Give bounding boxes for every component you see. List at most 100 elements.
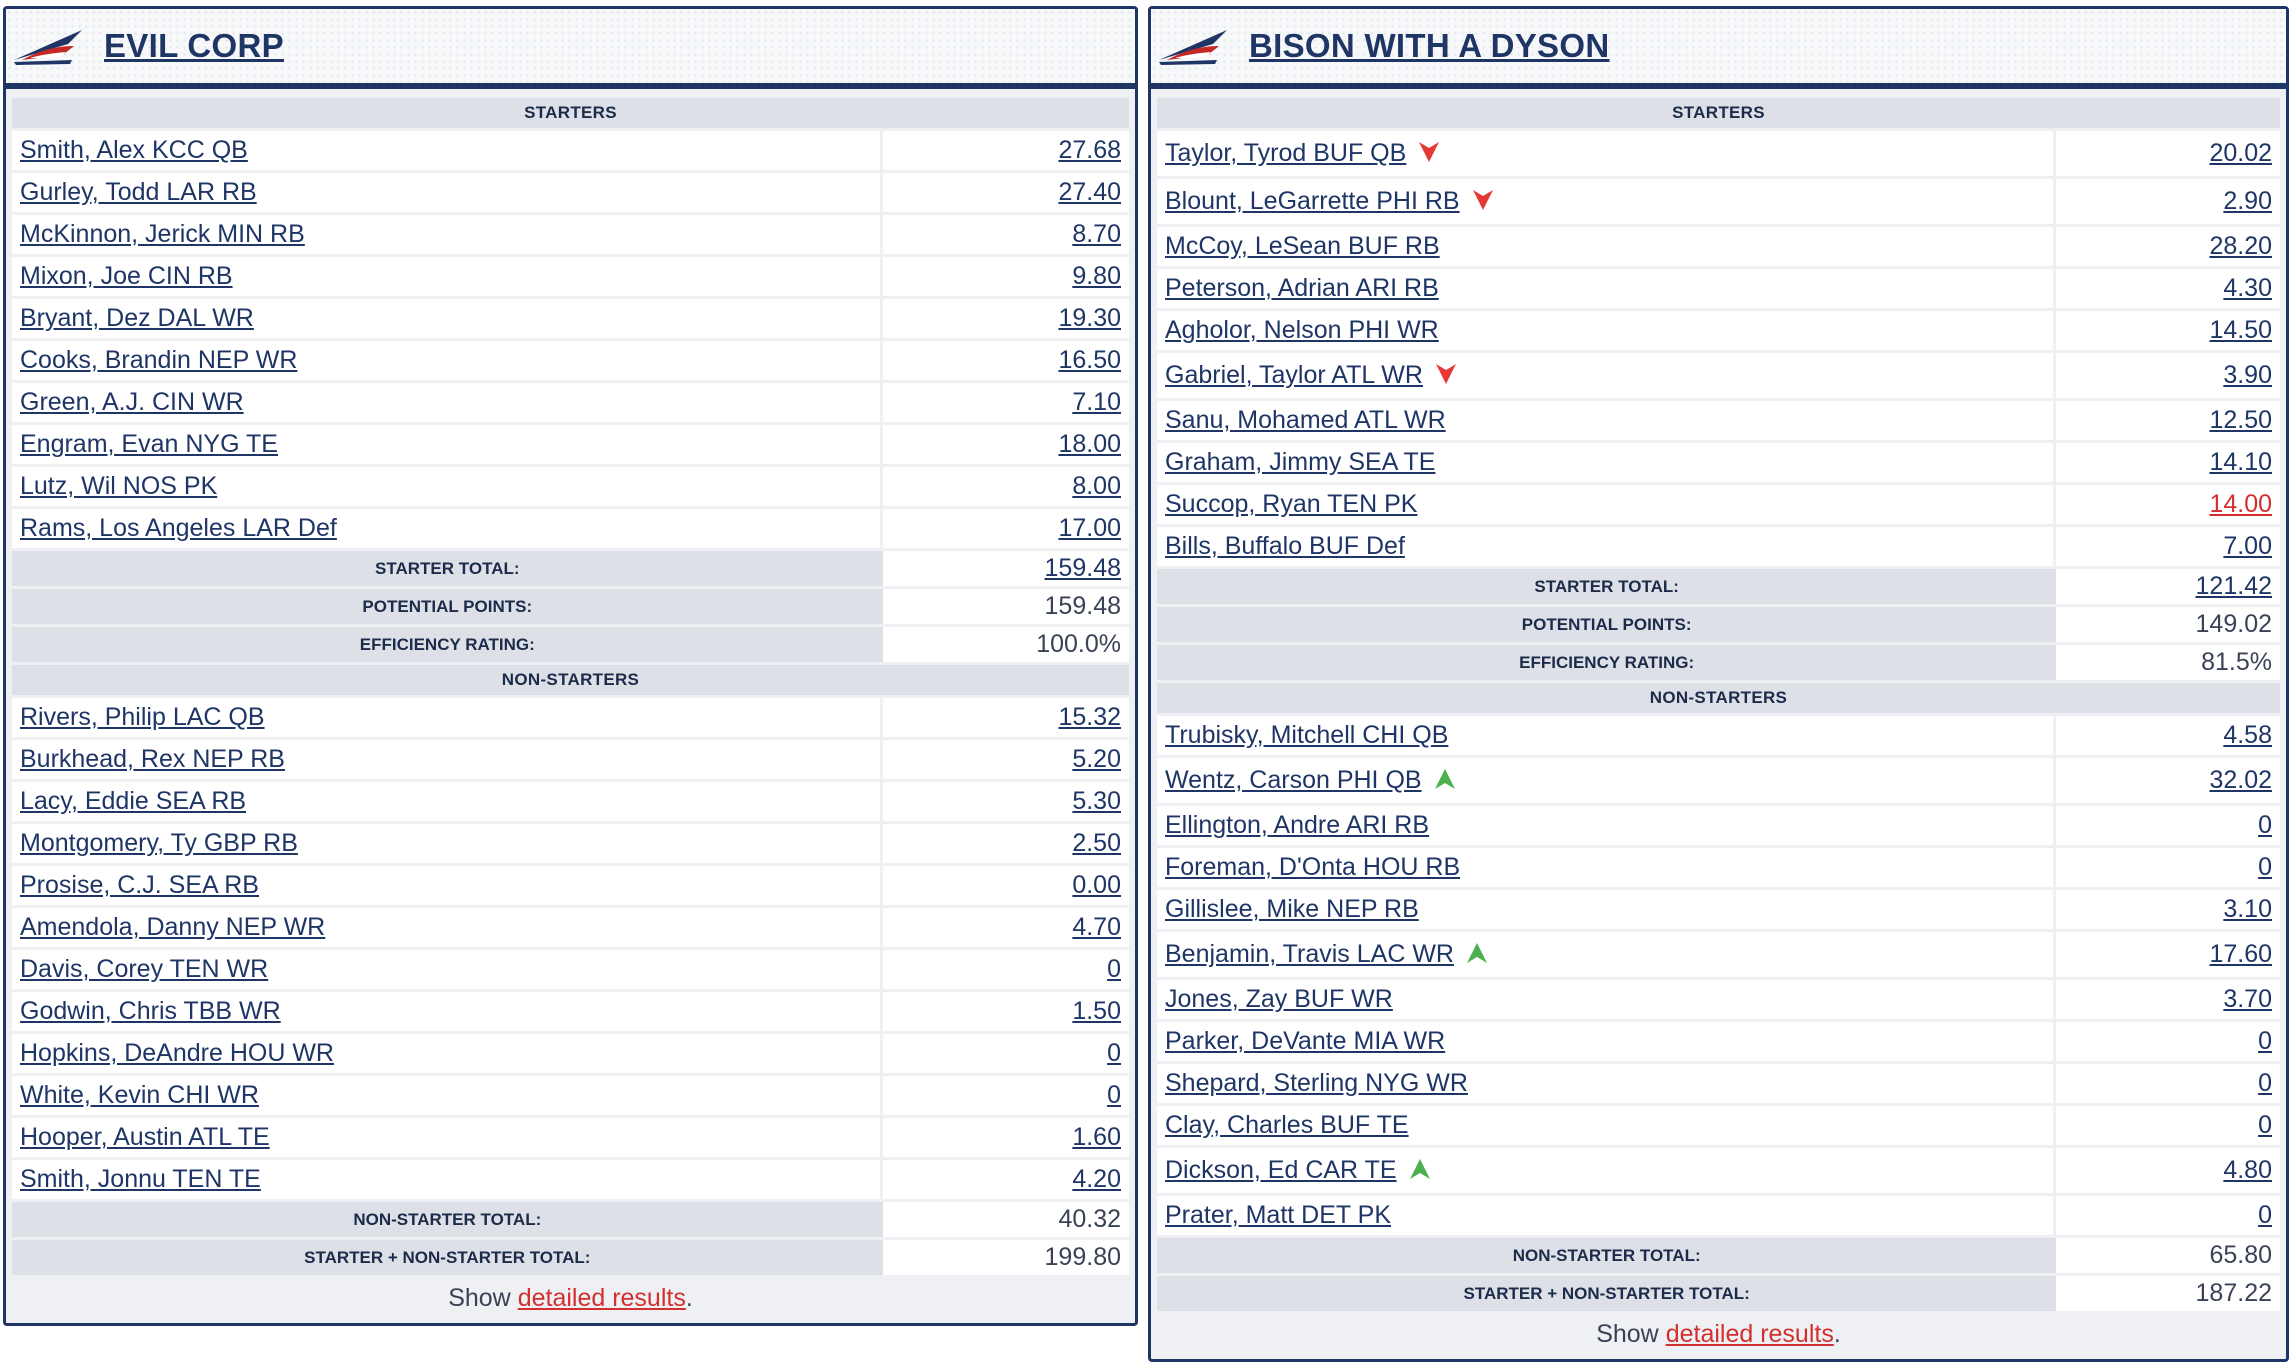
player-name-link[interactable]: Lutz, Wil NOS PK bbox=[20, 472, 218, 500]
player-name-link[interactable]: Foreman, D'Onta HOU RB bbox=[1165, 853, 1461, 881]
player-row: Benjamin, Travis LAC WR 17.60 bbox=[1157, 932, 2280, 977]
player-points-link[interactable]: 0 bbox=[2258, 811, 2272, 839]
player-name-link[interactable]: Gurley, Todd LAR RB bbox=[20, 178, 257, 206]
player-name-link[interactable]: Trubisky, Mitchell CHI QB bbox=[1165, 721, 1449, 749]
player-name-link[interactable]: Blount, LeGarrette PHI RB bbox=[1165, 187, 1460, 215]
player-points-link[interactable]: 0 bbox=[2258, 1111, 2272, 1139]
player-points-link[interactable]: 19.30 bbox=[1058, 304, 1121, 332]
starter-total-value[interactable]: 159.48 bbox=[1044, 554, 1121, 582]
team-name-link[interactable]: EVIL CORP bbox=[104, 27, 284, 64]
player-points-link[interactable]: 0 bbox=[1107, 1039, 1121, 1067]
player-name-link[interactable]: Burkhead, Rex NEP RB bbox=[20, 745, 285, 773]
player-points-link[interactable]: 3.70 bbox=[2223, 985, 2272, 1013]
player-name-link[interactable]: McKinnon, Jerick MIN RB bbox=[20, 220, 305, 248]
player-points-link[interactable]: 4.58 bbox=[2223, 721, 2272, 749]
player-name-link[interactable]: Green, A.J. CIN WR bbox=[20, 388, 244, 416]
team-name-link[interactable]: BISON WITH A DYSON bbox=[1249, 27, 1610, 64]
starter-total-value[interactable]: 121.42 bbox=[2195, 572, 2272, 600]
player-points-link[interactable]: 3.90 bbox=[2223, 361, 2272, 389]
player-points-link[interactable]: 27.68 bbox=[1058, 136, 1121, 164]
player-points-link[interactable]: 7.10 bbox=[1072, 388, 1121, 416]
player-name-link[interactable]: Smith, Jonnu TEN TE bbox=[20, 1165, 261, 1193]
player-name-link[interactable]: Sanu, Mohamed ATL WR bbox=[1165, 406, 1446, 434]
player-points-link[interactable]: 0 bbox=[2258, 1027, 2272, 1055]
player-name-link[interactable]: Montgomery, Ty GBP RB bbox=[20, 829, 298, 857]
player-name-link[interactable]: Prosise, C.J. SEA RB bbox=[20, 871, 259, 899]
player-name-link[interactable]: Rams, Los Angeles LAR Def bbox=[20, 514, 337, 542]
player-points-link[interactable]: 18.00 bbox=[1058, 430, 1121, 458]
player-points-link[interactable]: 14.10 bbox=[2209, 448, 2272, 476]
player-name-link[interactable]: Jones, Zay BUF WR bbox=[1165, 985, 1393, 1013]
player-row: Ellington, Andre ARI RB 0 bbox=[1157, 806, 2280, 845]
player-name-link[interactable]: Peterson, Adrian ARI RB bbox=[1165, 274, 1439, 302]
player-points-link[interactable]: 17.60 bbox=[2209, 940, 2272, 968]
player-points-link[interactable]: 7.00 bbox=[2223, 532, 2272, 560]
player-row: Smith, Jonnu TEN TE 4.20 bbox=[12, 1160, 1129, 1199]
player-name-link[interactable]: Wentz, Carson PHI QB bbox=[1165, 766, 1422, 794]
player-name-link[interactable]: Prater, Matt DET PK bbox=[1165, 1201, 1392, 1229]
player-name-link[interactable]: Smith, Alex KCC QB bbox=[20, 136, 248, 164]
player-points-link[interactable]: 0 bbox=[2258, 1069, 2272, 1097]
player-points-link[interactable]: 4.20 bbox=[1072, 1165, 1121, 1193]
player-points-link[interactable]: 15.32 bbox=[1058, 703, 1121, 731]
player-name-link[interactable]: Gabriel, Taylor ATL WR bbox=[1165, 361, 1423, 389]
player-name-link[interactable]: Parker, DeVante MIA WR bbox=[1165, 1027, 1446, 1055]
team-logo-icon bbox=[14, 30, 82, 65]
player-points-link[interactable]: 14.50 bbox=[2209, 316, 2272, 344]
player-name-link[interactable]: Benjamin, Travis LAC WR bbox=[1165, 940, 1454, 968]
player-name-link[interactable]: Engram, Evan NYG TE bbox=[20, 430, 278, 458]
player-name-link[interactable]: White, Kevin CHI WR bbox=[20, 1081, 259, 1109]
player-points-link[interactable]: 0 bbox=[1107, 955, 1121, 983]
player-points-link[interactable]: 14.00 bbox=[2209, 490, 2272, 518]
grand-total-label: STARTER + NON-STARTER TOTAL: bbox=[1157, 1276, 2057, 1311]
player-points-link[interactable]: 32.02 bbox=[2209, 766, 2272, 794]
player-points-link[interactable]: 2.50 bbox=[1072, 829, 1121, 857]
player-name-link[interactable]: Graham, Jimmy SEA TE bbox=[1165, 448, 1436, 476]
player-name-link[interactable]: Rivers, Philip LAC QB bbox=[20, 703, 265, 731]
player-points-link[interactable]: 0 bbox=[2258, 853, 2272, 881]
player-points-link[interactable]: 0 bbox=[2258, 1201, 2272, 1229]
player-name-link[interactable]: Davis, Corey TEN WR bbox=[20, 955, 269, 983]
player-name-link[interactable]: Lacy, Eddie SEA RB bbox=[20, 787, 247, 815]
player-points-link[interactable]: 12.50 bbox=[2209, 406, 2272, 434]
player-name-link[interactable]: Bills, Buffalo BUF Def bbox=[1165, 532, 1405, 560]
player-name-link[interactable]: Succop, Ryan TEN PK bbox=[1165, 490, 1418, 518]
player-name-link[interactable]: Hopkins, DeAndre HOU WR bbox=[20, 1039, 334, 1067]
player-points-link[interactable]: 8.70 bbox=[1072, 220, 1121, 248]
player-name-link[interactable]: Mixon, Joe CIN RB bbox=[20, 262, 233, 290]
player-points-link[interactable]: 4.80 bbox=[2223, 1156, 2272, 1184]
player-name-link[interactable]: Taylor, Tyrod BUF QB bbox=[1165, 139, 1407, 167]
player-name-link[interactable]: Gillislee, Mike NEP RB bbox=[1165, 895, 1419, 923]
player-points-link[interactable]: 5.20 bbox=[1072, 745, 1121, 773]
player-points-link[interactable]: 1.50 bbox=[1072, 997, 1121, 1025]
team-logo-icon bbox=[1159, 30, 1227, 65]
player-name-link[interactable]: Bryant, Dez DAL WR bbox=[20, 304, 254, 332]
player-name-link[interactable]: Clay, Charles BUF TE bbox=[1165, 1111, 1409, 1139]
player-points-link[interactable]: 28.20 bbox=[2209, 232, 2272, 260]
player-points-link[interactable]: 4.70 bbox=[1072, 913, 1121, 941]
player-points-link[interactable]: 1.60 bbox=[1072, 1123, 1121, 1151]
detailed-results-link[interactable]: detailed results bbox=[1665, 1320, 1834, 1348]
player-name-link[interactable]: Ellington, Andre ARI RB bbox=[1165, 811, 1430, 839]
player-name-link[interactable]: Godwin, Chris TBB WR bbox=[20, 997, 281, 1025]
player-points-link[interactable]: 9.80 bbox=[1072, 262, 1121, 290]
player-points-link[interactable]: 4.30 bbox=[2223, 274, 2272, 302]
player-points-link[interactable]: 3.10 bbox=[2223, 895, 2272, 923]
player-points-link[interactable]: 20.02 bbox=[2209, 139, 2272, 167]
player-name-link[interactable]: Hooper, Austin ATL TE bbox=[20, 1123, 270, 1151]
player-points-link[interactable]: 17.00 bbox=[1058, 514, 1121, 542]
player-points-link[interactable]: 16.50 bbox=[1058, 346, 1121, 374]
player-name-link[interactable]: Amendola, Danny NEP WR bbox=[20, 913, 326, 941]
player-points-link[interactable]: 5.30 bbox=[1072, 787, 1121, 815]
player-name-link[interactable]: McCoy, LeSean BUF RB bbox=[1165, 232, 1440, 260]
player-name-link[interactable]: Cooks, Brandin NEP WR bbox=[20, 346, 298, 374]
player-points-link[interactable]: 2.90 bbox=[2223, 187, 2272, 215]
detailed-results-link[interactable]: detailed results bbox=[517, 1284, 686, 1312]
player-name-link[interactable]: Shepard, Sterling NYG WR bbox=[1165, 1069, 1468, 1097]
player-points-link[interactable]: 0 bbox=[1107, 1081, 1121, 1109]
player-points-link[interactable]: 0.00 bbox=[1072, 871, 1121, 899]
player-points-link[interactable]: 27.40 bbox=[1058, 178, 1121, 206]
player-name-link[interactable]: Agholor, Nelson PHI WR bbox=[1165, 316, 1439, 344]
player-points-link[interactable]: 8.00 bbox=[1072, 472, 1121, 500]
player-name-link[interactable]: Dickson, Ed CAR TE bbox=[1165, 1156, 1397, 1184]
